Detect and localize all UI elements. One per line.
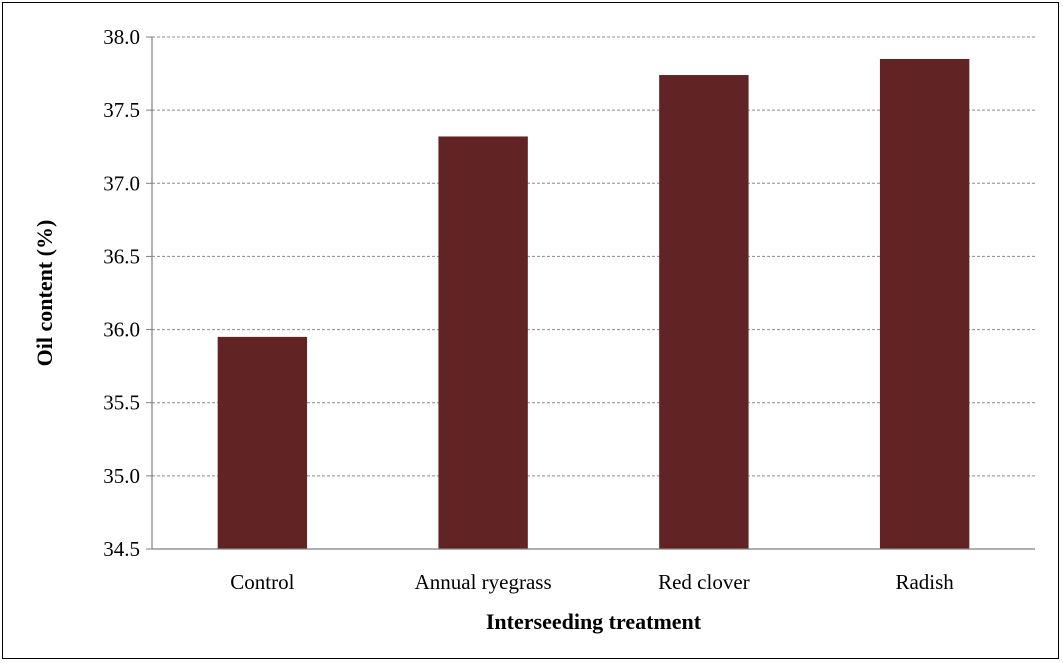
- bar-annual-ryegrass: [438, 136, 528, 549]
- y-tick-label: 37.5: [103, 98, 140, 122]
- y-tick-label: 35.0: [103, 464, 140, 488]
- bar-radish: [879, 58, 970, 549]
- axes: [146, 36, 1035, 550]
- bar-red-clover: [659, 75, 749, 549]
- x-tick-label: Annual ryegrass: [415, 570, 552, 594]
- y-tick-label: 38.0: [103, 25, 140, 49]
- x-tick-label: Control: [230, 570, 294, 594]
- y-tick-label: 34.5: [103, 537, 140, 561]
- x-tick-label: Red clover: [658, 570, 750, 594]
- x-tick-label: Radish: [895, 570, 954, 594]
- x-tick-labels: Control Annual ryegrass Red clover Radish: [230, 570, 954, 594]
- y-tick-label: 36.0: [103, 318, 140, 342]
- y-tick-labels: 34.5 35.0 35.5 36.0 36.5 37.0 37.5 38.0: [103, 25, 140, 561]
- bar-control: [217, 336, 308, 549]
- y-tick-label: 37.0: [103, 171, 140, 195]
- y-tick-label: 35.5: [103, 391, 140, 415]
- x-axis-title: Interseeding treatment: [486, 609, 702, 634]
- y-axis-title: Oil content (%): [32, 220, 57, 367]
- bars: [217, 58, 970, 549]
- y-tick-label: 36.5: [103, 244, 140, 268]
